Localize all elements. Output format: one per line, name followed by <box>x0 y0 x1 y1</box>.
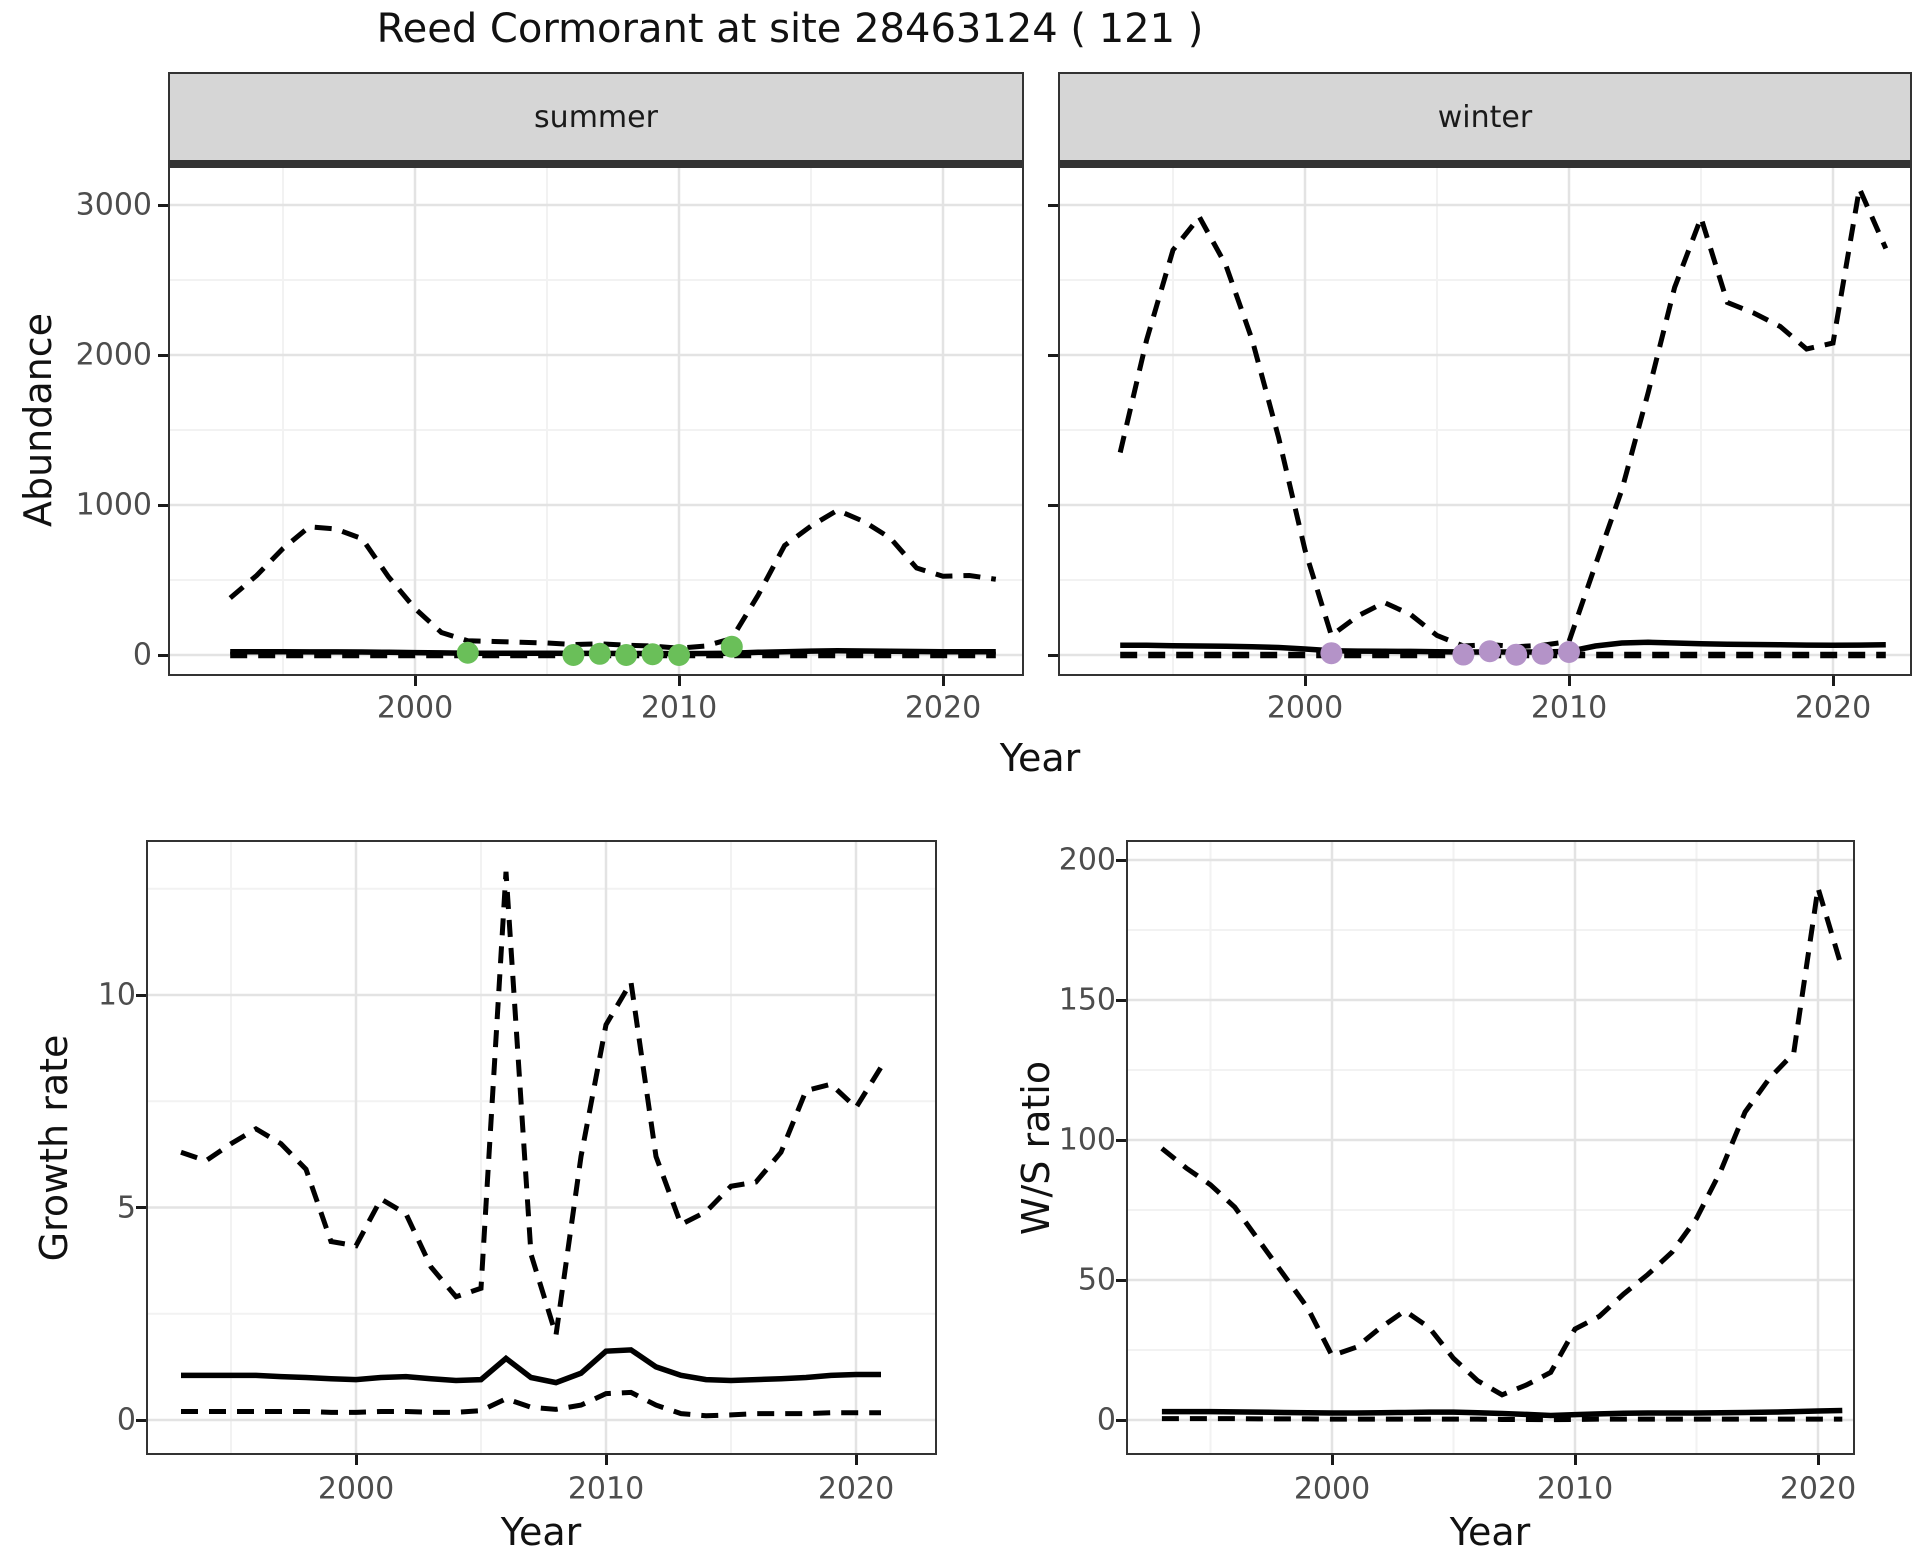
median_estimate-line <box>181 1347 881 1386</box>
y-axis-tick-label: 2000 <box>75 337 152 373</box>
y-axis-tick-label: 150 <box>1058 982 1116 1018</box>
y-axis-tick-label: 0 <box>116 1402 136 1438</box>
observed_counts-point <box>720 635 743 658</box>
growth-year-axis-title: Year <box>500 1510 582 1554</box>
y-axis-tick-label: 3000 <box>75 187 152 223</box>
abundance-winter-panel <box>1058 166 1912 676</box>
x-axis-tick-label: 2000 <box>1293 1471 1371 1507</box>
observed_counts-point <box>1452 643 1475 666</box>
growth-rate-axis-title: Growth rate <box>32 1034 76 1262</box>
x-axis-tick <box>413 676 417 686</box>
observed_counts-point <box>1320 642 1343 665</box>
facet-strip-summer: summer <box>168 72 1024 166</box>
y-axis-tick-label: 10 <box>97 977 136 1013</box>
observed_counts-point <box>1558 641 1580 663</box>
x-axis-tick <box>1573 1455 1577 1465</box>
x-axis-tick-label: 2000 <box>317 1471 395 1507</box>
x-axis-tick <box>1816 1455 1820 1465</box>
x-axis-tick <box>354 1455 358 1465</box>
y-axis-tick <box>1048 503 1058 507</box>
y-axis-tick <box>1116 1138 1126 1142</box>
plot-area <box>1060 168 1910 674</box>
observed_counts-point <box>615 644 638 666</box>
y-axis-tick <box>158 503 168 507</box>
median_estimate-line <box>1120 639 1886 655</box>
facet-strip-winter-label: winter <box>1437 99 1533 135</box>
y-axis-tick <box>136 993 146 997</box>
y-axis-tick <box>1048 203 1058 207</box>
ws-year-axis-title: Year <box>1449 1510 1531 1554</box>
y-axis-tick <box>1048 653 1058 657</box>
median_estimate-line <box>1161 1407 1843 1419</box>
x-axis-tick-label: 2020 <box>904 690 982 726</box>
x-axis-tick <box>1831 676 1835 686</box>
y-axis-tick <box>158 353 168 357</box>
y-axis-tick-label: 0 <box>132 637 152 673</box>
growth-rate-panel <box>146 840 937 1455</box>
lower_95ci-line <box>181 1389 881 1419</box>
x-axis-tick <box>1567 676 1571 686</box>
x-axis-tick-label: 2000 <box>376 690 454 726</box>
y-axis-tick <box>136 1418 146 1422</box>
y-axis-tick-label: 1000 <box>75 487 152 523</box>
x-axis-tick <box>1303 676 1307 686</box>
y-axis-tick <box>1116 858 1126 862</box>
x-axis-tick <box>677 676 681 686</box>
observed_counts-point <box>456 641 479 664</box>
upper_95ci-line <box>228 507 997 651</box>
x-axis-tick-label: 2020 <box>817 1471 895 1507</box>
plot-area <box>170 168 1022 674</box>
y-axis-tick-label: 200 <box>1058 842 1116 878</box>
ws-ratio-panel <box>1126 840 1855 1455</box>
x-axis-tick-label: 2010 <box>640 690 718 726</box>
x-axis-tick-label: 2010 <box>567 1471 645 1507</box>
y-axis-tick <box>1116 1418 1126 1422</box>
plot-area <box>148 842 935 1453</box>
abundance-summer-panel <box>168 166 1024 676</box>
x-axis-tick-label: 2000 <box>1266 690 1344 726</box>
observed_counts-point <box>1505 643 1528 666</box>
x-axis-tick <box>941 676 945 686</box>
y-axis-tick <box>1048 353 1058 357</box>
y-axis-tick <box>1116 998 1126 1002</box>
x-axis-tick-label: 2010 <box>1530 690 1608 726</box>
observed_counts-point <box>641 643 664 666</box>
upper_95ci-line <box>180 871 884 1336</box>
observed_counts-point <box>562 644 585 666</box>
y-axis-tick <box>1116 1278 1126 1282</box>
facet-strip-summer-label: summer <box>534 99 658 135</box>
upper_95ci-line <box>1117 179 1889 650</box>
observed_counts-point <box>1531 642 1554 665</box>
x-axis-tick <box>854 1455 858 1465</box>
page-title: Reed Cormorant at site 28463124 ( 121 ) <box>376 6 1204 52</box>
facet-strip-winter: winter <box>1058 72 1912 166</box>
observed_counts-point <box>1478 640 1501 663</box>
y-axis-tick-label: 50 <box>1077 1262 1116 1298</box>
x-axis-tick-label: 2020 <box>1779 1471 1857 1507</box>
plot-area <box>1128 842 1853 1453</box>
x-axis-tick <box>604 1455 608 1465</box>
x-axis-tick-label: 2010 <box>1536 1471 1614 1507</box>
observed_counts-point <box>588 642 611 665</box>
y-axis-tick-label: 0 <box>1096 1402 1116 1438</box>
lower_95ci-line <box>1161 1416 1843 1423</box>
x-axis-tick-label: 2020 <box>1794 690 1872 726</box>
y-axis-tick <box>136 1206 146 1209</box>
top-year-axis-title: Year <box>999 736 1081 780</box>
y-axis-tick-label: 100 <box>1058 1122 1116 1158</box>
upper_95ci-line <box>1160 887 1845 1398</box>
y-axis-tick <box>158 653 168 657</box>
y-axis-tick-label: 5 <box>116 1190 136 1225</box>
observed_counts-point <box>668 644 690 666</box>
y-axis-tick <box>158 203 168 207</box>
x-axis-tick <box>1330 1455 1334 1465</box>
